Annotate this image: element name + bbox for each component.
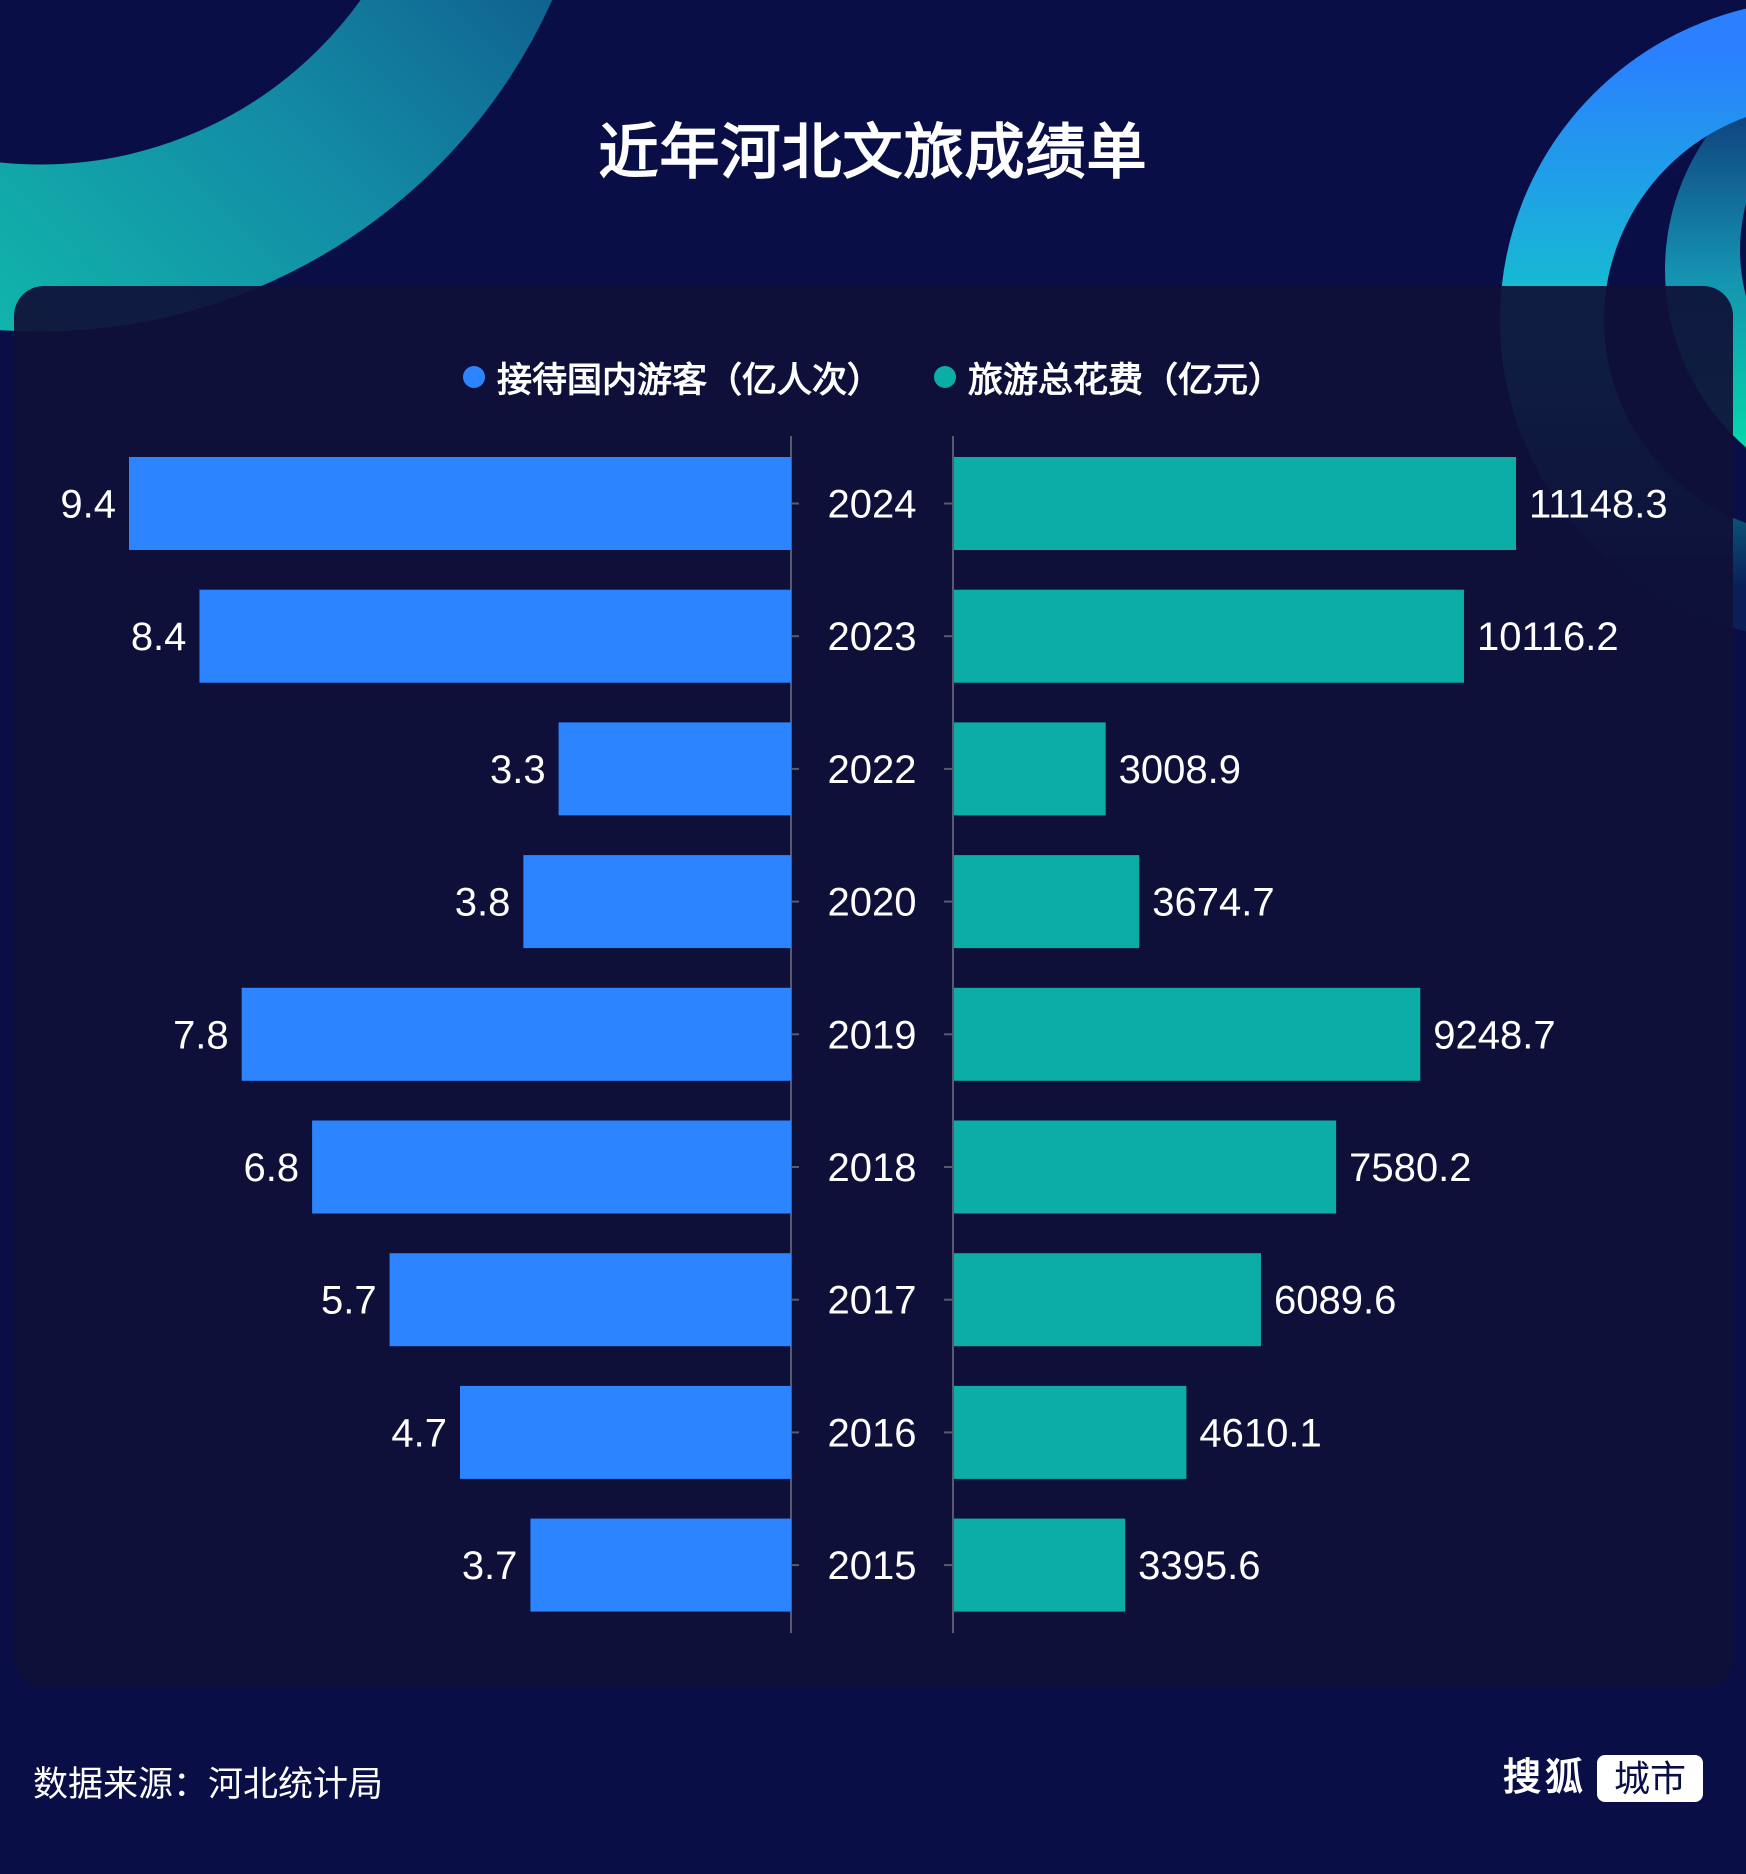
value-label-visitors: 3.7 — [462, 1544, 518, 1588]
value-label-spending: 3008.9 — [1119, 748, 1241, 792]
value-label-visitors: 3.8 — [455, 881, 511, 925]
bar-visitors-2023 — [199, 589, 791, 683]
value-label-visitors: 5.7 — [321, 1279, 377, 1323]
bar-spending-2019 — [954, 987, 1421, 1081]
bar-visitors-2017 — [389, 1253, 791, 1347]
legend-label-visitors: 接待国内游客（亿人次） — [496, 360, 882, 400]
bar-spending-2022 — [954, 722, 1106, 816]
legend-dot-teal-icon — [934, 366, 956, 388]
category-label: 2024 — [828, 483, 917, 527]
bar-spending-2018 — [954, 1120, 1337, 1214]
category-label: 2023 — [828, 615, 917, 659]
bar-spending-2024 — [954, 457, 1516, 550]
bar-visitors-2020 — [523, 855, 791, 949]
bar-visitors-2019 — [241, 987, 791, 1081]
logo-box-text: 城市 — [1597, 1755, 1704, 1802]
bar-visitors-2016 — [460, 1385, 791, 1479]
legend-item-visitors: 接待国内游客（亿人次） — [462, 352, 882, 403]
value-label-spending: 10116.2 — [1477, 615, 1619, 659]
legend: 接待国内游客（亿人次） 旅游总花费（亿元） — [0, 352, 1746, 402]
page-title: 近年河北文旅成绩单 — [598, 119, 1148, 186]
legend-label-spending: 旅游总花费（亿元） — [968, 360, 1284, 400]
value-label-spending: 6089.6 — [1274, 1279, 1396, 1323]
bar-visitors-2018 — [312, 1120, 791, 1214]
category-label: 2017 — [828, 1279, 917, 1323]
value-label-visitors: 7.8 — [173, 1013, 229, 1057]
bar-visitors-2022 — [558, 722, 791, 816]
value-label-visitors: 9.4 — [60, 483, 116, 527]
category-label: 2022 — [828, 748, 917, 792]
sohu-city-logo: 搜狐 城市 — [1503, 1755, 1704, 1802]
bar-spending-2015 — [954, 1518, 1126, 1612]
category-label: 2018 — [828, 1146, 917, 1190]
data-source: 数据来源：河北统计局 — [33, 1765, 384, 1804]
value-label-spending: 7580.2 — [1349, 1146, 1471, 1190]
bar-visitors-2015 — [530, 1518, 791, 1612]
value-label-spending: 9248.7 — [1433, 1013, 1555, 1057]
category-label: 2020 — [828, 881, 917, 925]
value-label-spending: 11148.3 — [1529, 483, 1668, 527]
bar-spending-2016 — [954, 1385, 1187, 1479]
bar-spending-2017 — [954, 1253, 1261, 1347]
category-label: 2016 — [828, 1411, 917, 1455]
value-label-visitors: 4.7 — [391, 1411, 447, 1455]
value-label-visitors: 3.3 — [490, 748, 546, 792]
value-label-spending: 3395.6 — [1138, 1544, 1260, 1588]
bar-visitors-2024 — [129, 457, 791, 550]
category-label: 2015 — [828, 1544, 917, 1588]
value-label-spending: 4610.1 — [1199, 1411, 1321, 1455]
value-label-spending: 3674.7 — [1152, 881, 1274, 925]
bar-spending-2020 — [954, 855, 1140, 949]
legend-item-spending: 旅游总花费（亿元） — [934, 352, 1283, 403]
value-label-visitors: 6.8 — [243, 1146, 299, 1190]
bar-spending-2023 — [954, 589, 1464, 683]
logo-main-text: 搜狐 — [1503, 1757, 1588, 1799]
legend-dot-blue-icon — [462, 366, 485, 388]
category-label: 2019 — [828, 1013, 917, 1057]
value-label-visitors: 8.4 — [131, 615, 187, 659]
